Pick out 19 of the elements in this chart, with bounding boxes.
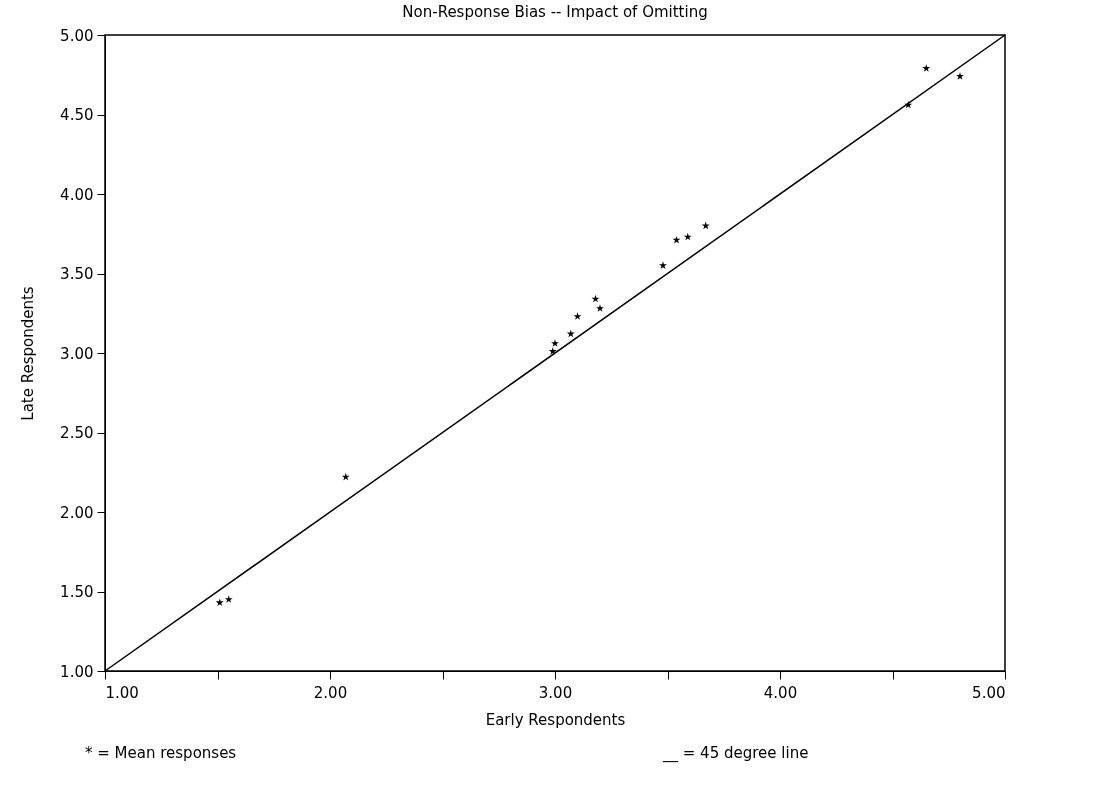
chart-title: Non-Response Bias -- Impact of Omitting bbox=[402, 3, 708, 21]
x-axis-title: Early Respondents bbox=[485, 710, 626, 729]
y-tick-label: 1.00 bbox=[60, 662, 94, 681]
y-tick-label: 1.50 bbox=[60, 583, 94, 601]
text: * = Mean responses bbox=[85, 744, 237, 762]
y-axis-title: Late Respondents bbox=[19, 286, 38, 421]
y-tick-label: 4.50 bbox=[60, 106, 94, 124]
y-tick-label: 2.00 bbox=[60, 503, 94, 522]
y-tick-label: 4.00 bbox=[60, 185, 94, 204]
x-tick-label: 2.00 bbox=[313, 683, 348, 702]
y-tick-label: 3.00 bbox=[60, 344, 94, 363]
text: __ = 45 degree line bbox=[662, 744, 809, 763]
y-tick-label: 2.50 bbox=[60, 424, 94, 442]
x-tick-label: 1.00 bbox=[105, 683, 139, 702]
x-tick-label: 3.00 bbox=[538, 683, 573, 702]
y-tick-label: 5.00 bbox=[60, 26, 94, 45]
y-tick-label: 3.50 bbox=[60, 265, 94, 283]
x-tick-label: 4.00 bbox=[763, 683, 798, 702]
x-tick-label: 5.00 bbox=[972, 683, 1006, 702]
